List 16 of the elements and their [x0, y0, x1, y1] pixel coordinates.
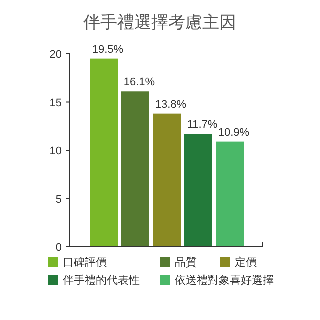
- legend-label: 口碑評價: [63, 256, 107, 269]
- data-label: 10.9%: [218, 126, 250, 139]
- title: 伴手禮選擇考慮主因: [84, 13, 236, 32]
- legend-label: 伴手禮的代表性: [63, 274, 140, 287]
- y-tick-label: 5: [56, 194, 62, 206]
- y-tick-label: 0: [56, 242, 62, 254]
- legend-label: 依送禮對象喜好選擇: [175, 274, 274, 287]
- data-label: 11.7%: [187, 119, 218, 132]
- data-label: 19.5%: [92, 44, 124, 56]
- y-tick-label: 20: [50, 49, 62, 61]
- data-label: 13.8%: [155, 98, 187, 111]
- y-tick-label: 10: [50, 146, 62, 158]
- y-tick-label: 15: [50, 97, 62, 110]
- legend-label: 品質: [175, 256, 197, 269]
- data-label: 16.1%: [124, 76, 156, 89]
- legend-label: 定價: [235, 256, 257, 269]
